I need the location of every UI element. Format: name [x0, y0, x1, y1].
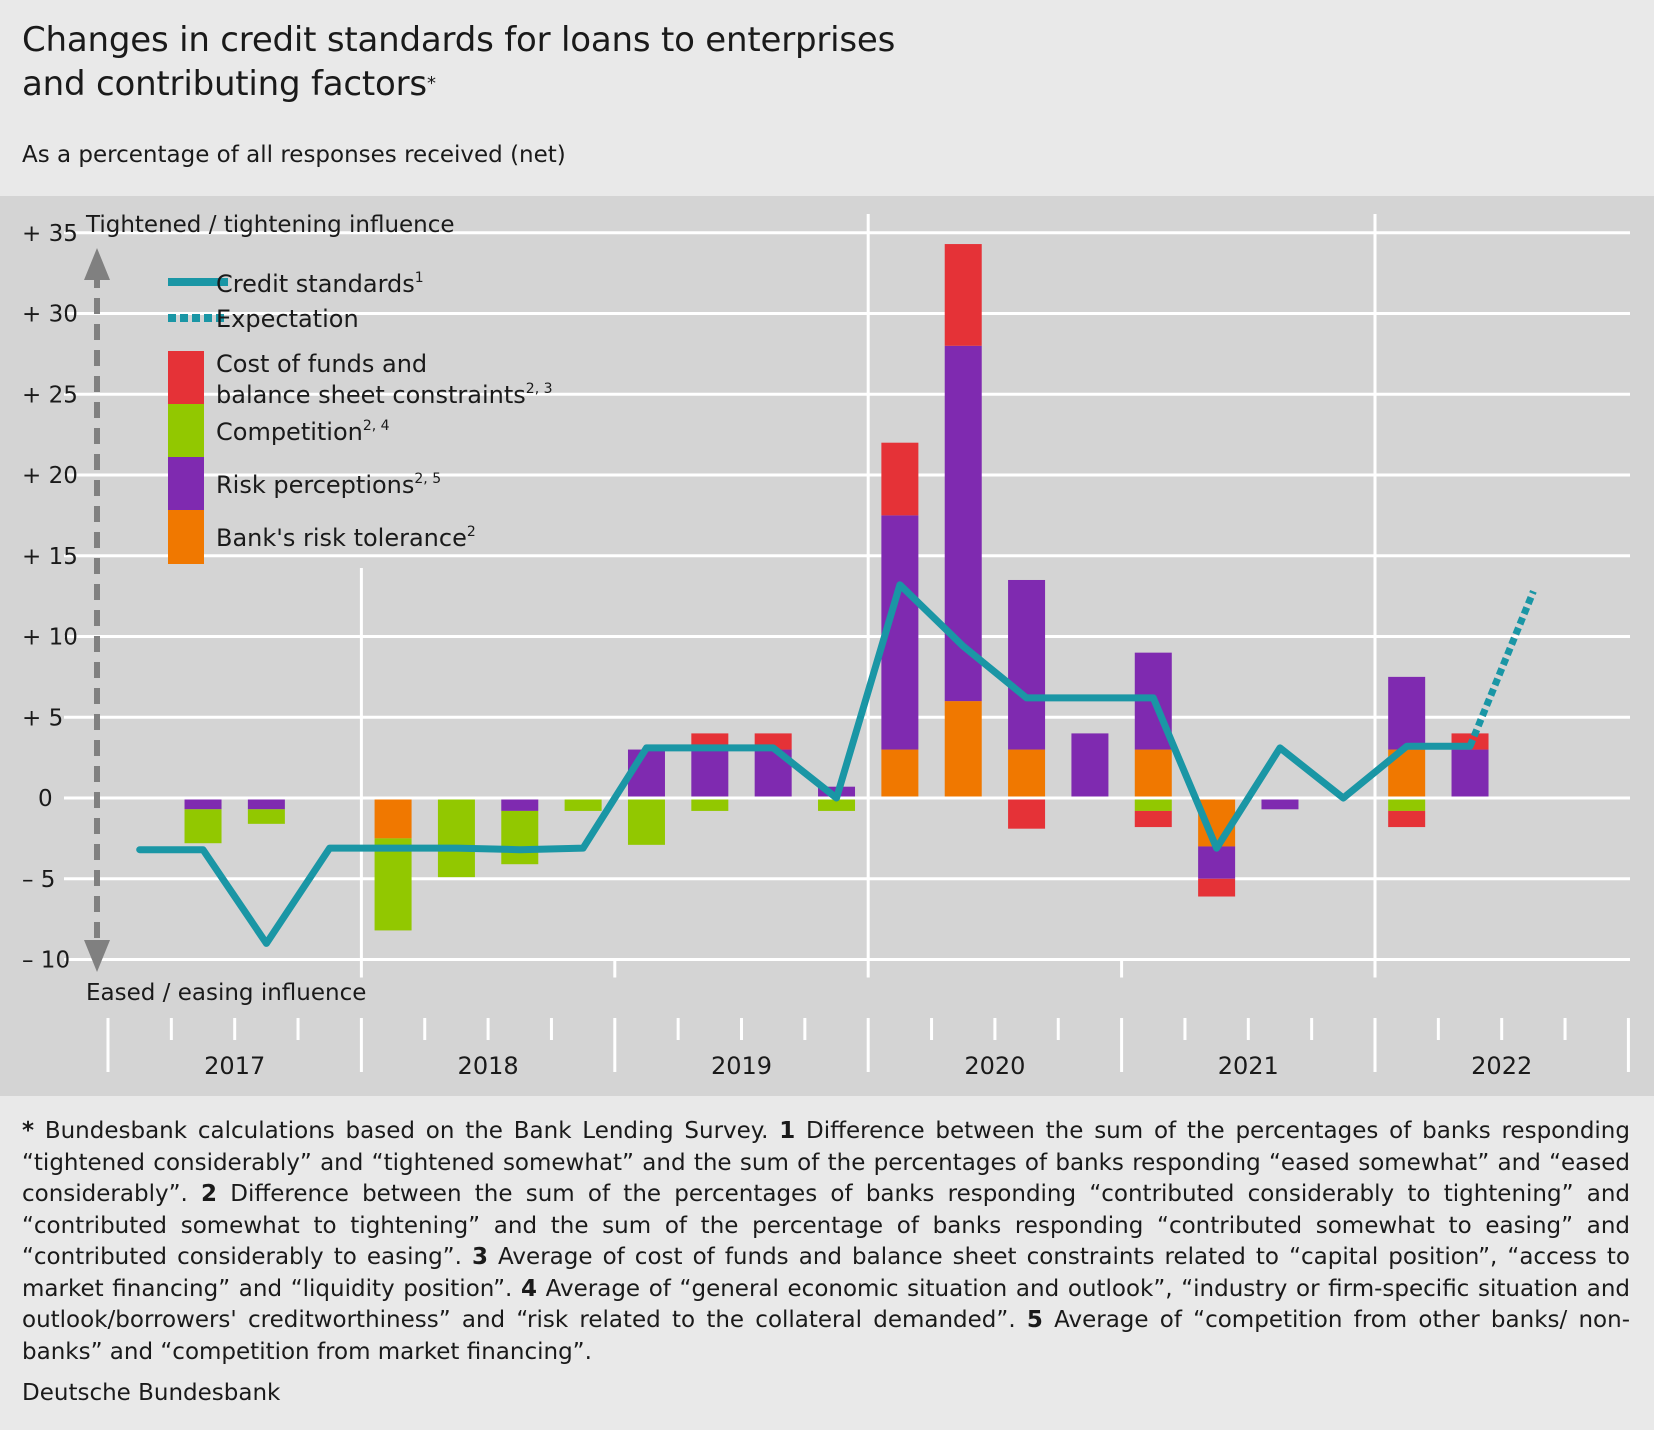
annotation-tightened: Tightened / tightening influence: [85, 212, 455, 238]
year-label: 2018: [458, 1052, 519, 1080]
legend-cost-label-2: balance sheet constraints2, 3: [216, 381, 553, 409]
bar-cost: [1388, 810, 1426, 828]
year-label: 2021: [1218, 1052, 1279, 1080]
expectation-line: [1466, 589, 1537, 748]
footnote-text: Bundesbank calculations based on the Ban…: [34, 1118, 780, 1144]
footnote-text: Difference between the sum of the percen…: [22, 1118, 1630, 1207]
footnote-text: Average of cost of funds and balance she…: [22, 1244, 1630, 1302]
footnote-mark: 5: [1026, 1307, 1043, 1333]
bar-competition: [818, 798, 856, 811]
legend-cost-label-2-sup: 2, 3: [526, 381, 553, 397]
footnote-text: Average of “competition from other banks…: [22, 1307, 1630, 1365]
y-tick-label: + 25: [22, 382, 78, 408]
bar-competition: [691, 798, 729, 811]
bar-risk: [691, 749, 729, 798]
legend-expectation-label: Expectation: [216, 305, 359, 333]
bar-competition: [501, 810, 539, 865]
bar-risk: [1451, 749, 1489, 798]
legend-cost-swatch: [168, 351, 204, 404]
bar-risk: [1261, 798, 1299, 810]
bar-risk: [1198, 846, 1236, 879]
bar-risk: [501, 798, 539, 811]
footnotes: * Bundesbank calculations based on the B…: [22, 1116, 1630, 1368]
y-tick-label: + 10: [22, 625, 78, 651]
footnote-text: Average of “general economic situation a…: [22, 1275, 1631, 1334]
title-line-1: Changes in credit standards for loans to…: [22, 20, 896, 60]
bar-tolerance: [1008, 749, 1046, 798]
footnote-text: Difference between the sum of the percen…: [22, 1181, 1630, 1270]
y-tick-label: + 15: [22, 544, 78, 570]
bar-tolerance: [1134, 749, 1172, 798]
chart: + 35 + 30 + 25 + 20 + 15 + 10 + 5 0 – 5 – 10 2017…: [0, 196, 1654, 1096]
legend-competition-label-sup: 2, 4: [363, 418, 390, 434]
bar-competition: [437, 798, 475, 878]
legend-credit-label-sup: 1: [415, 270, 424, 286]
annotation-eased: Eased / easing influence: [86, 980, 366, 1006]
bar-risk: [1071, 733, 1109, 798]
legend-competition-label: Competition2, 4: [216, 418, 390, 446]
bar-risk: [1388, 676, 1426, 750]
year-label: 2017: [204, 1052, 265, 1080]
bar-competition: [627, 798, 665, 845]
legend-tolerance-label-sup: 2: [467, 524, 476, 540]
bar-cost: [1008, 798, 1046, 829]
source-note: Deutsche Bundesbank: [22, 1380, 281, 1406]
bar-competition: [564, 798, 602, 811]
legend-tolerance-label: Bank's risk tolerance2: [216, 524, 476, 552]
y-tick-label: + 20: [22, 463, 78, 489]
legend-competition-swatch: [168, 404, 204, 457]
legend-tolerance-swatch: [168, 510, 204, 564]
title-footnote-mark: *: [426, 73, 436, 94]
axis-arrow-head-up: [84, 248, 110, 280]
bar-tolerance: [944, 701, 982, 798]
title-line-2-text: and contributing factors: [22, 64, 427, 104]
y-tick-label: 0: [38, 786, 53, 812]
bar-competition: [1134, 798, 1172, 811]
y-tick-label: – 10: [22, 948, 70, 974]
bar-risk: [1008, 579, 1046, 750]
chart-subtitle: As a percentage of all responses receive…: [22, 142, 566, 168]
bar-competition: [247, 809, 285, 824]
bar-cost: [944, 244, 982, 346]
credit-standards-line: [136, 581, 1474, 947]
bar-risk: [184, 798, 222, 810]
y-tick-label: + 30: [22, 302, 78, 328]
legend-risk-swatch: [168, 457, 204, 510]
footnote-mark: *: [22, 1118, 35, 1144]
axis-arrow-head-down: [84, 940, 110, 972]
bar-competition: [1388, 798, 1426, 811]
title-line-2: and contributing factors*: [22, 62, 1222, 112]
year-label: 2020: [964, 1052, 1025, 1080]
bar-cost: [1198, 878, 1236, 897]
bar-competition: [184, 809, 222, 844]
footnote-mark: 2: [201, 1181, 218, 1207]
plot-background: [0, 196, 1654, 1096]
bar-cost: [881, 442, 919, 516]
year-label: 2019: [711, 1052, 772, 1080]
y-tick-label: + 5: [22, 705, 63, 731]
legend-risk-label: Risk perceptions2, 5: [216, 471, 441, 499]
y-tick-label: – 5: [22, 867, 55, 893]
year-label: 2022: [1471, 1052, 1532, 1080]
bar-risk: [247, 798, 285, 810]
bar-cost: [1134, 810, 1172, 828]
chart-title: Changes in credit standards for loans to…: [22, 18, 1222, 112]
legend-cost-label-1: Cost of funds and: [216, 350, 427, 378]
bar-competition: [374, 838, 412, 931]
bar-tolerance: [881, 749, 919, 798]
y-tick-label: + 35: [22, 221, 78, 247]
bar-tolerance: [374, 798, 412, 839]
legend-credit-label: Credit standards1: [216, 270, 424, 298]
footnote-mark: 4: [520, 1275, 537, 1302]
legend-risk-label-sup: 2, 5: [414, 471, 441, 487]
footnote-mark: 1: [779, 1118, 796, 1144]
footnote-mark: 3: [471, 1244, 488, 1270]
